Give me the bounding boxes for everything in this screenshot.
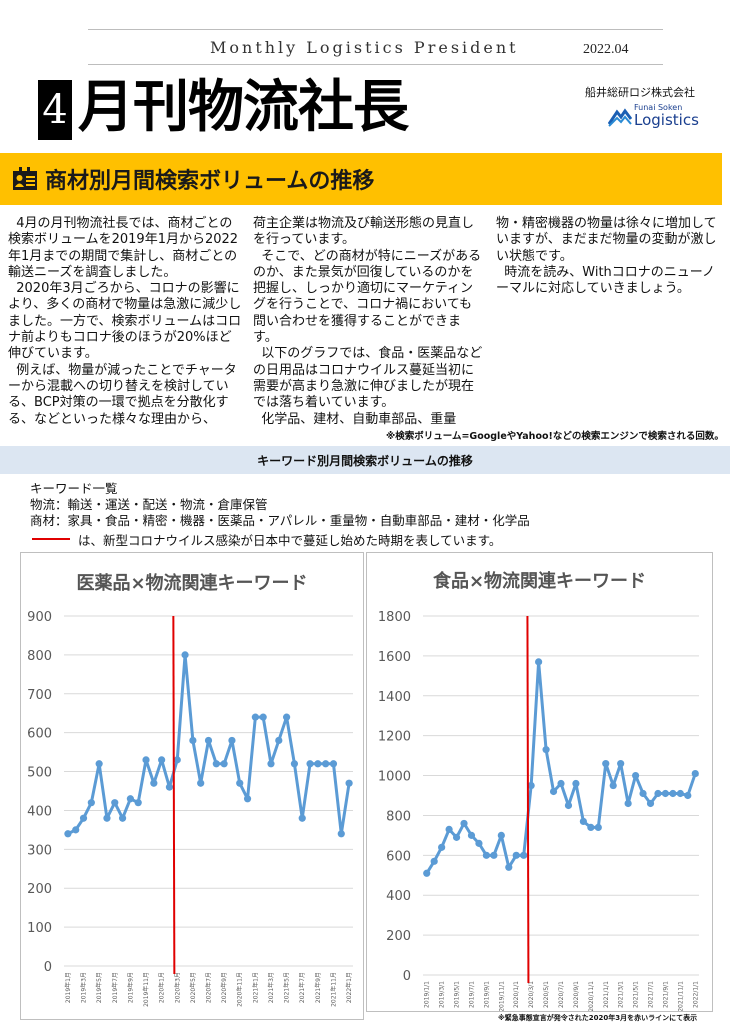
keyword-products-line: 商材：家具・食品・精密・機器・医薬品・アパレル・重量物・自動車部品・建材・化学品: [30, 513, 530, 528]
svg-text:2020/7/1: 2020/7/1: [558, 981, 565, 1008]
svg-text:2020年7月: 2020年7月: [205, 972, 213, 1003]
svg-text:2021年9月: 2021年9月: [314, 972, 322, 1003]
red-line-legend-swatch: [32, 538, 70, 540]
svg-text:2019年11月: 2019年11月: [142, 972, 150, 1007]
masthead-bottom-rule: [88, 64, 663, 65]
search-volume-footnote: ※検索ボリューム=GoogleやYahoo!などの検索エンジンで検索される回数。: [386, 431, 724, 442]
svg-text:2020/1/1: 2020/1/1: [513, 981, 520, 1008]
svg-text:300: 300: [27, 843, 52, 858]
svg-text:2020年3月: 2020年3月: [173, 972, 181, 1003]
chart-food-plot: 0 200 400 600 800 1000 1200 1400 1600 1800 2019/1/…: [378, 610, 699, 1012]
svg-text:2020年5月: 2020年5月: [189, 972, 197, 1003]
svg-text:2020年9月: 2020年9月: [220, 972, 228, 1003]
svg-text:2019/3/1: 2019/3/1: [439, 981, 446, 1008]
keywords-band-title: キーワード別月間検索ボリュームの推移: [257, 454, 473, 468]
svg-text:2021/3/1: 2021/3/1: [618, 981, 625, 1008]
article-column-1: 4月の月刊物流社長では、商材ごとの検索ボリュームを2019年1月から2022年1…: [8, 216, 242, 427]
svg-text:2021年5月: 2021年5月: [283, 972, 291, 1003]
logo-subtitle: Funai Soken: [634, 103, 683, 112]
svg-text:0: 0: [403, 969, 411, 984]
svg-text:600: 600: [386, 849, 411, 864]
svg-text:400: 400: [386, 889, 411, 904]
article-column-2: 荷主企業は物流及び輸送形態の見直しを行っています。 そこで、どの商材が特にニーズ…: [253, 216, 483, 427]
keyword-logistics-line: 物流：輸送・運送・配送・物流・倉庫保管: [30, 497, 268, 512]
svg-text:700: 700: [27, 688, 52, 703]
company-name: 船井総研ロジ株式会社: [585, 86, 695, 99]
svg-text:2019年9月: 2019年9月: [126, 972, 134, 1003]
chart-pharma: 医薬品×物流関連キーワード 0 100 200 300 400 500 600 700 800 9…: [20, 552, 364, 1020]
svg-text:1200: 1200: [378, 730, 411, 745]
svg-text:2022/1/1: 2022/1/1: [692, 981, 699, 1008]
svg-text:2021/7/1: 2021/7/1: [648, 981, 655, 1008]
svg-text:900: 900: [27, 610, 52, 625]
svg-text:100: 100: [27, 921, 52, 936]
svg-text:2021/11/1: 2021/11/1: [677, 981, 684, 1011]
company-logo: Funai Soken Logistics: [608, 103, 708, 129]
svg-text:2020/3/1: 2020/3/1: [528, 981, 535, 1008]
svg-text:2019年1月: 2019年1月: [64, 972, 72, 1003]
svg-text:2022年1月: 2022年1月: [345, 972, 353, 1003]
chart-food: 食品×物流関連キーワード 0 200 400 600 800 1000 1200 1400 16…: [366, 552, 713, 1012]
svg-text:2019/5/1: 2019/5/1: [454, 981, 461, 1008]
chart-food-title: 食品×物流関連キーワード: [432, 571, 647, 592]
svg-text:800: 800: [27, 649, 52, 664]
keywords-band: キーワード別月間検索ボリュームの推移: [0, 446, 730, 474]
svg-text:200: 200: [386, 929, 411, 944]
chart-pharma-plot: 0 100 200 300 400 500 600 700 800 900 2019年1月 2019年…: [27, 610, 353, 1007]
svg-text:2020/5/1: 2020/5/1: [543, 981, 550, 1008]
svg-text:1400: 1400: [378, 690, 411, 705]
svg-text:600: 600: [27, 727, 52, 742]
svg-text:2021年3月: 2021年3月: [267, 972, 275, 1003]
chart-pharma-title: 医薬品×物流関連キーワード: [76, 573, 308, 594]
wave-logo-icon: [608, 108, 632, 127]
svg-text:2021年11月: 2021年11月: [329, 972, 337, 1007]
svg-text:1000: 1000: [378, 770, 411, 785]
logo-title: Logistics: [634, 111, 699, 129]
svg-text:800: 800: [386, 809, 411, 824]
svg-text:2020/11/1: 2020/11/1: [588, 981, 595, 1011]
svg-text:1600: 1600: [378, 650, 411, 665]
masthead-english-title: Monthly Logistics President: [210, 38, 519, 57]
svg-text:2019年7月: 2019年7月: [111, 972, 119, 1003]
svg-text:2020年11月: 2020年11月: [236, 972, 244, 1007]
issue-number-badge: 4: [38, 80, 72, 140]
svg-text:2019年5月: 2019年5月: [95, 972, 103, 1003]
svg-text:500: 500: [27, 766, 52, 781]
svg-text:2021/9/1: 2021/9/1: [662, 981, 669, 1008]
article-column-3: 物・精密機器の物量は徐々に増加していますが、まだまだ物量の変動が激しい状態です。…: [496, 216, 717, 297]
section-header: 商材別月間検索ボリュームの推移: [0, 153, 722, 205]
svg-text:2019/1/1: 2019/1/1: [424, 981, 431, 1008]
id-card-icon: [12, 167, 38, 195]
red-line-note: は、新型コロナウイルス感染が日本中で蔓延し始めた時期を表しています。: [78, 533, 502, 548]
svg-text:400: 400: [27, 804, 52, 819]
svg-text:0: 0: [44, 960, 52, 975]
issue-date: 2022.04: [583, 42, 629, 57]
svg-text:1800: 1800: [378, 610, 411, 625]
svg-text:2019/9/1: 2019/9/1: [483, 981, 490, 1008]
svg-text:2020年1月: 2020年1月: [158, 972, 166, 1003]
svg-text:2021年1月: 2021年1月: [251, 972, 259, 1003]
masthead-japanese-title: 月刊物流社長: [78, 75, 409, 140]
keyword-list-heading: キーワード一覧: [30, 481, 118, 496]
section-title: 商材別月間検索ボリュームの推移: [45, 168, 375, 194]
chart-footnote: ※緊急事態宣言が発令された2020年3月を赤いラインにて表示: [498, 1014, 698, 1022]
svg-text:2019/7/1: 2019/7/1: [468, 981, 475, 1008]
svg-text:2020/9/1: 2020/9/1: [573, 981, 580, 1008]
svg-text:2019/11/1: 2019/11/1: [498, 981, 505, 1011]
svg-text:2019年3月: 2019年3月: [80, 972, 88, 1003]
svg-text:200: 200: [27, 882, 52, 897]
svg-text:2021/1/1: 2021/1/1: [603, 981, 610, 1008]
svg-text:2021年7月: 2021年7月: [298, 972, 306, 1003]
masthead-top-rule: [88, 29, 663, 30]
svg-text:2021/5/1: 2021/5/1: [633, 981, 640, 1008]
